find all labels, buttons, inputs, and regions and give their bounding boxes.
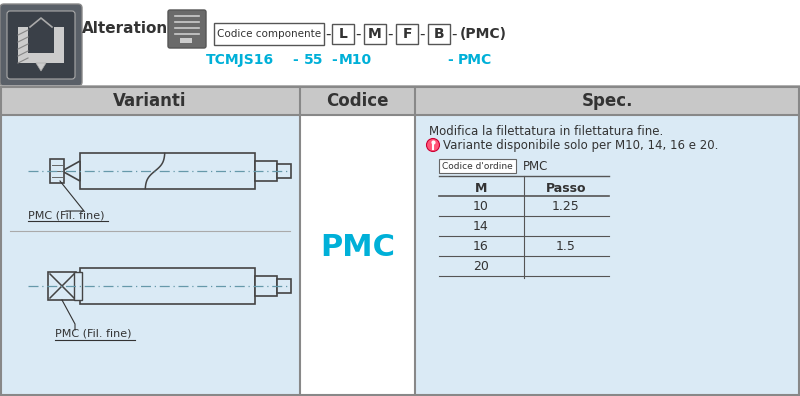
Circle shape: [426, 139, 439, 152]
Text: Spec.: Spec.: [582, 92, 634, 110]
Text: B: B: [434, 27, 444, 41]
Text: PMC: PMC: [320, 234, 395, 263]
Text: Variante disponibile solo per M10, 14, 16 e 20.: Variante disponibile solo per M10, 14, 1…: [443, 139, 718, 152]
Text: Modifica la filettatura in filettatura fine.: Modifica la filettatura in filettatura f…: [429, 124, 663, 137]
Bar: [439, 159, 516, 173]
FancyBboxPatch shape: [168, 10, 206, 48]
Text: -: -: [331, 53, 337, 67]
Bar: [277, 279, 291, 293]
Bar: [300, 115, 415, 395]
Text: -: -: [419, 27, 425, 42]
Bar: [255, 161, 277, 181]
FancyBboxPatch shape: [0, 4, 82, 86]
Text: Passo: Passo: [546, 181, 586, 194]
Text: Alterations: Alterations: [82, 21, 178, 36]
Text: -: -: [355, 27, 361, 42]
Text: -: -: [292, 53, 298, 67]
Bar: [364, 24, 386, 44]
Text: L: L: [338, 27, 347, 41]
Text: 14: 14: [473, 219, 489, 232]
Text: Varianti: Varianti: [114, 92, 186, 110]
Bar: [54, 27, 64, 63]
Text: 20: 20: [473, 259, 489, 272]
Text: -: -: [326, 27, 330, 42]
Text: PMC: PMC: [458, 53, 492, 67]
Text: Codice componente: Codice componente: [217, 29, 321, 39]
FancyBboxPatch shape: [7, 11, 75, 79]
Bar: [48, 272, 76, 300]
Bar: [74, 272, 82, 300]
Text: M: M: [475, 181, 487, 194]
Text: PMC (Fil. fine): PMC (Fil. fine): [55, 329, 131, 339]
Bar: [332, 24, 354, 44]
Text: 55: 55: [304, 53, 324, 67]
Bar: [50, 159, 64, 183]
Text: -: -: [451, 27, 457, 42]
Bar: [396, 24, 418, 44]
Text: 10: 10: [473, 200, 489, 213]
Bar: [277, 164, 291, 178]
Text: 16: 16: [473, 240, 489, 253]
Text: 1.25: 1.25: [552, 200, 580, 213]
Bar: [18, 53, 64, 63]
Bar: [0, 86, 800, 396]
Bar: [1, 87, 799, 115]
Polygon shape: [62, 161, 80, 181]
Bar: [255, 276, 277, 296]
Text: Codice d'ordine: Codice d'ordine: [442, 162, 512, 171]
Polygon shape: [36, 63, 46, 71]
Text: PMC (Fil. fine): PMC (Fil. fine): [28, 210, 105, 220]
Bar: [1, 87, 799, 395]
Text: M10: M10: [338, 53, 371, 67]
Bar: [80, 153, 255, 189]
Text: F: F: [402, 27, 412, 41]
Text: 1.5: 1.5: [556, 240, 576, 253]
Text: TCMJS16: TCMJS16: [206, 53, 274, 67]
Bar: [428, 24, 450, 44]
Bar: [180, 38, 192, 43]
Text: Codice: Codice: [326, 92, 389, 110]
Text: PMC: PMC: [523, 160, 548, 173]
Text: M: M: [368, 27, 382, 41]
Bar: [0, 0, 800, 86]
Bar: [214, 23, 324, 45]
Bar: [18, 27, 28, 63]
Text: (PMC): (PMC): [460, 27, 507, 41]
Text: -: -: [387, 27, 393, 42]
Bar: [80, 268, 255, 304]
Text: -: -: [447, 53, 453, 67]
